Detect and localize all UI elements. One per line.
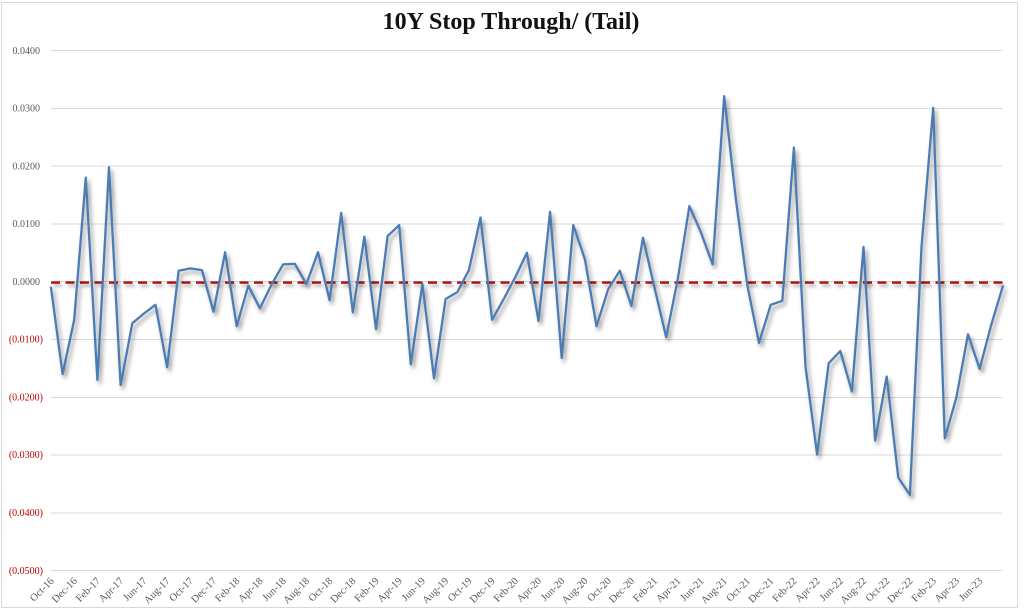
svg-text:(0.0500): (0.0500) xyxy=(9,566,43,577)
svg-text:10Y Stop Through/ (Tail): 10Y Stop Through/ (Tail) xyxy=(383,9,640,35)
svg-text:(0.0400): (0.0400) xyxy=(9,508,43,519)
svg-text:0.0200: 0.0200 xyxy=(13,161,41,172)
svg-text:0.0300: 0.0300 xyxy=(13,104,41,115)
svg-text:(0.0200): (0.0200) xyxy=(9,393,43,404)
svg-text:0.0100: 0.0100 xyxy=(13,219,41,230)
svg-text:0.0400: 0.0400 xyxy=(13,46,41,57)
svg-text:0.0000: 0.0000 xyxy=(13,277,41,288)
svg-text:(0.0300): (0.0300) xyxy=(9,450,43,461)
svg-text:(0.0100): (0.0100) xyxy=(9,335,43,346)
